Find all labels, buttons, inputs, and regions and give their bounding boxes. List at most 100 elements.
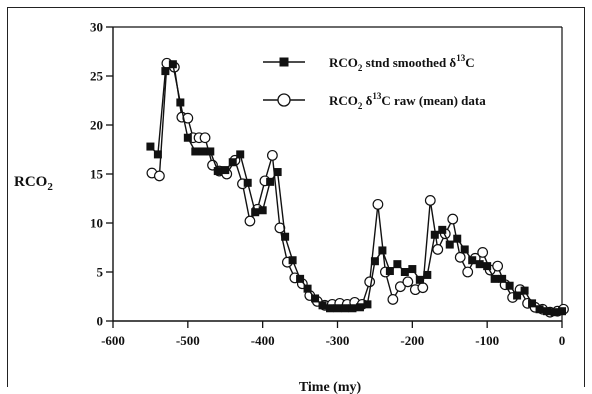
series-smoothed	[146, 60, 566, 317]
data-point-square	[198, 147, 207, 156]
y-tick-label: 25	[90, 69, 104, 84]
data-point-square	[558, 307, 566, 316]
data-point-square	[348, 304, 357, 313]
data-point-square	[213, 167, 222, 176]
data-point-square	[146, 142, 155, 151]
legend-label-raw: RCO2 δ13C raw (mean) data	[329, 91, 486, 111]
data-point-square	[408, 265, 417, 274]
y-tick-label: 30	[90, 20, 103, 35]
data-point-square	[243, 178, 252, 187]
data-point-square	[453, 234, 462, 243]
data-point-square	[483, 262, 492, 271]
data-point-square	[513, 291, 522, 300]
data-point-square	[363, 300, 372, 309]
data-point-square	[438, 225, 447, 234]
data-point-circle	[417, 282, 429, 294]
data-point-square	[415, 275, 424, 284]
data-point-circle	[153, 170, 165, 182]
data-point-circle	[266, 149, 278, 161]
data-point-square	[430, 230, 439, 239]
data-point-square	[176, 98, 185, 107]
legend-marker-smoothed	[279, 57, 289, 67]
x-tick-label: -600	[101, 333, 125, 348]
data-point-square	[221, 166, 230, 175]
data-point-circle	[364, 276, 376, 288]
data-point-square	[543, 307, 552, 316]
data-point-square	[183, 133, 192, 142]
y-ticks: 0 5 10 15 20 25 30	[90, 20, 113, 329]
data-point-square	[326, 304, 335, 313]
data-point-square	[303, 284, 312, 293]
y-tick-label: 10	[90, 216, 103, 231]
x-axis-label: Time (my)	[299, 380, 362, 394]
x-tick-label: -500	[176, 333, 200, 348]
data-point-circle	[372, 198, 384, 210]
x-tick-label: -200	[400, 333, 424, 348]
data-point-square	[535, 305, 544, 314]
data-point-square	[498, 274, 507, 283]
data-point-circle	[447, 213, 459, 225]
legend-marker-raw	[277, 93, 291, 107]
data-point-square	[266, 177, 275, 186]
data-point-square	[311, 294, 320, 303]
data-point-square	[550, 308, 559, 317]
x-tick-label: 0	[559, 333, 566, 348]
y-axis-label: RCO2	[14, 174, 53, 193]
legend-label-smoothed: RCO2 stnd smoothed δ13C	[329, 53, 475, 73]
data-point-square	[161, 67, 170, 76]
data-point-square	[393, 260, 402, 269]
data-point-circle	[477, 246, 489, 258]
y-tick-label: 20	[90, 118, 103, 133]
data-point-circle	[424, 195, 436, 206]
data-point-square	[528, 299, 537, 308]
data-point-square	[191, 147, 200, 156]
data-point-square	[318, 301, 327, 310]
data-point-square	[505, 281, 514, 290]
data-point-square	[400, 268, 409, 276]
x-tick-label: -300	[326, 333, 350, 348]
data-point-square	[490, 274, 499, 283]
data-point-square	[460, 245, 469, 254]
x-ticks: -600 -500 -400 -300 -200 -100 0	[101, 321, 565, 348]
data-point-square	[168, 60, 177, 69]
series-layer	[146, 57, 569, 318]
data-point-square	[236, 150, 245, 159]
data-point-circle	[394, 281, 406, 293]
data-point-square	[296, 274, 305, 283]
data-point-square	[355, 303, 364, 312]
data-point-circle	[402, 276, 414, 288]
data-point-square	[281, 232, 290, 241]
data-point-square	[206, 147, 215, 156]
data-point-square	[468, 256, 477, 265]
data-point-circle	[432, 244, 444, 255]
data-point-square	[340, 304, 349, 313]
data-point-circle	[199, 132, 211, 144]
data-point-square	[251, 208, 260, 217]
data-point-square	[153, 150, 162, 159]
data-point-square	[378, 246, 387, 255]
data-point-square	[258, 206, 267, 215]
data-point-circle	[462, 266, 474, 278]
data-point-square	[423, 270, 432, 279]
data-point-square	[273, 168, 282, 177]
data-point-square	[333, 304, 342, 313]
x-tick-label: -400	[251, 333, 275, 348]
data-point-square	[370, 257, 379, 266]
data-point-square	[520, 286, 529, 295]
data-point-square	[445, 240, 454, 249]
x-tick-label: -100	[475, 333, 499, 348]
y-tick-label: 5	[97, 265, 104, 280]
data-point-circle	[492, 260, 504, 272]
legend: RCO2 stnd smoothed δ13C RCO2 δ13C raw (m…	[263, 53, 486, 111]
data-point-square	[228, 158, 237, 167]
data-point-square	[288, 256, 297, 265]
data-point-circle	[387, 294, 399, 305]
y-tick-label: 15	[90, 167, 104, 182]
data-point-circle	[454, 251, 466, 263]
data-point-square	[475, 260, 484, 269]
y-tick-label: 0	[97, 314, 104, 329]
data-point-square	[385, 267, 394, 276]
data-point-circle	[244, 215, 256, 227]
figure-frame	[7, 7, 585, 387]
